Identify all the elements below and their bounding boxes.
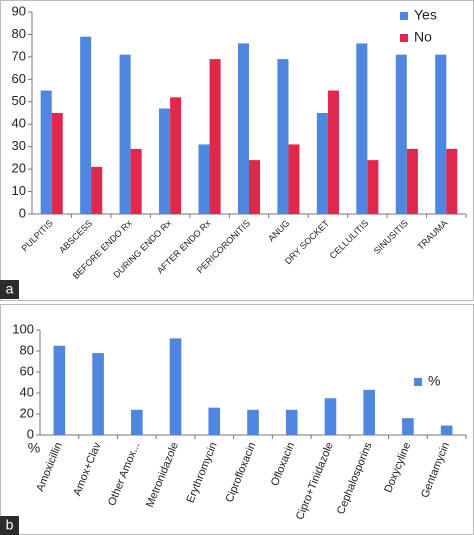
- panel-label: b: [6, 517, 14, 533]
- y-tick-label: 0: [27, 426, 34, 441]
- bar: [356, 43, 368, 214]
- bar: [435, 54, 447, 215]
- bar: [446, 148, 458, 214]
- bar: [119, 54, 131, 215]
- y-tick-label: 20: [20, 405, 34, 420]
- panel-label-box: [0, 280, 19, 299]
- y-tick-label: 50: [12, 93, 26, 108]
- bar: [198, 144, 210, 214]
- y-tick-label: 20: [12, 161, 26, 176]
- y-tick-label: 100: [12, 321, 34, 336]
- panel-label: a: [6, 281, 14, 297]
- y-tick-label: 80: [12, 26, 26, 41]
- y-tick-label: 70: [12, 48, 26, 63]
- bar: [316, 113, 328, 214]
- x-tick-label: CELLULITIS: [328, 218, 371, 261]
- legend-swatch: [400, 34, 408, 42]
- x-tick-label: Doxycyline: [382, 441, 413, 495]
- x-tick-label: Ofloxacin: [269, 441, 297, 488]
- y-axis-label: %: [28, 440, 40, 456]
- bar: [170, 97, 182, 214]
- bar: [367, 160, 379, 214]
- y-tick-label: 60: [20, 363, 34, 378]
- y-tick-label: 80: [20, 342, 34, 357]
- x-tick-label: Metronidazole: [144, 441, 181, 510]
- y-tick-label: 90: [12, 3, 26, 18]
- x-tick-label: ABSCESS: [57, 218, 94, 255]
- bar: [91, 166, 103, 214]
- legend-label: No: [414, 29, 432, 45]
- bar: [159, 108, 171, 214]
- bar: [440, 425, 453, 435]
- bar: [53, 345, 66, 435]
- x-tick-label: Ciprofloxacin: [224, 441, 259, 504]
- bar: [80, 36, 92, 214]
- x-tick-label: PULPITIS: [19, 218, 54, 253]
- x-tick-label: Other Amox...: [106, 441, 142, 508]
- bar: [40, 90, 52, 214]
- bar: [208, 407, 221, 435]
- x-tick-label: SINUSITIS: [372, 218, 410, 256]
- bar: [363, 389, 375, 435]
- y-tick-label: 60: [12, 71, 26, 86]
- x-tick-label: Amox+Clav: [71, 440, 103, 497]
- legend-label: %: [428, 373, 440, 389]
- bar: [324, 398, 337, 435]
- bar: [249, 160, 261, 214]
- bar: [51, 113, 63, 214]
- bar: [277, 59, 289, 215]
- bar: [327, 90, 339, 214]
- bar: [169, 338, 182, 435]
- bar: [285, 409, 298, 435]
- x-tick-label: Gentamycin: [419, 441, 452, 500]
- x-tick-label: ANUG: [266, 218, 291, 243]
- y-tick-label: 40: [12, 116, 26, 131]
- bar: [92, 353, 104, 435]
- x-tick-label: Erythromycin: [185, 441, 220, 505]
- bar: [209, 59, 221, 215]
- bar: [406, 148, 418, 214]
- bar: [131, 409, 143, 435]
- legend-swatch: [414, 378, 422, 386]
- bar: [237, 43, 249, 214]
- y-tick-label: 0: [19, 205, 26, 220]
- bar: [130, 148, 142, 214]
- bar: [402, 418, 414, 435]
- bar: [395, 54, 407, 215]
- panel-label-box: [0, 516, 19, 535]
- legend-label: Yes: [414, 7, 437, 23]
- y-tick-label: 30: [12, 138, 26, 153]
- bar: [288, 144, 300, 214]
- y-tick-label: 10: [12, 183, 26, 198]
- x-tick-label: Cipro+Tinidazole: [294, 441, 336, 522]
- bar: [247, 409, 259, 435]
- x-tick-label: TRAUMA: [415, 218, 449, 252]
- legend-swatch: [400, 12, 408, 20]
- x-tick-label: Cephalosporins: [335, 440, 375, 516]
- y-tick-label: 40: [20, 384, 34, 399]
